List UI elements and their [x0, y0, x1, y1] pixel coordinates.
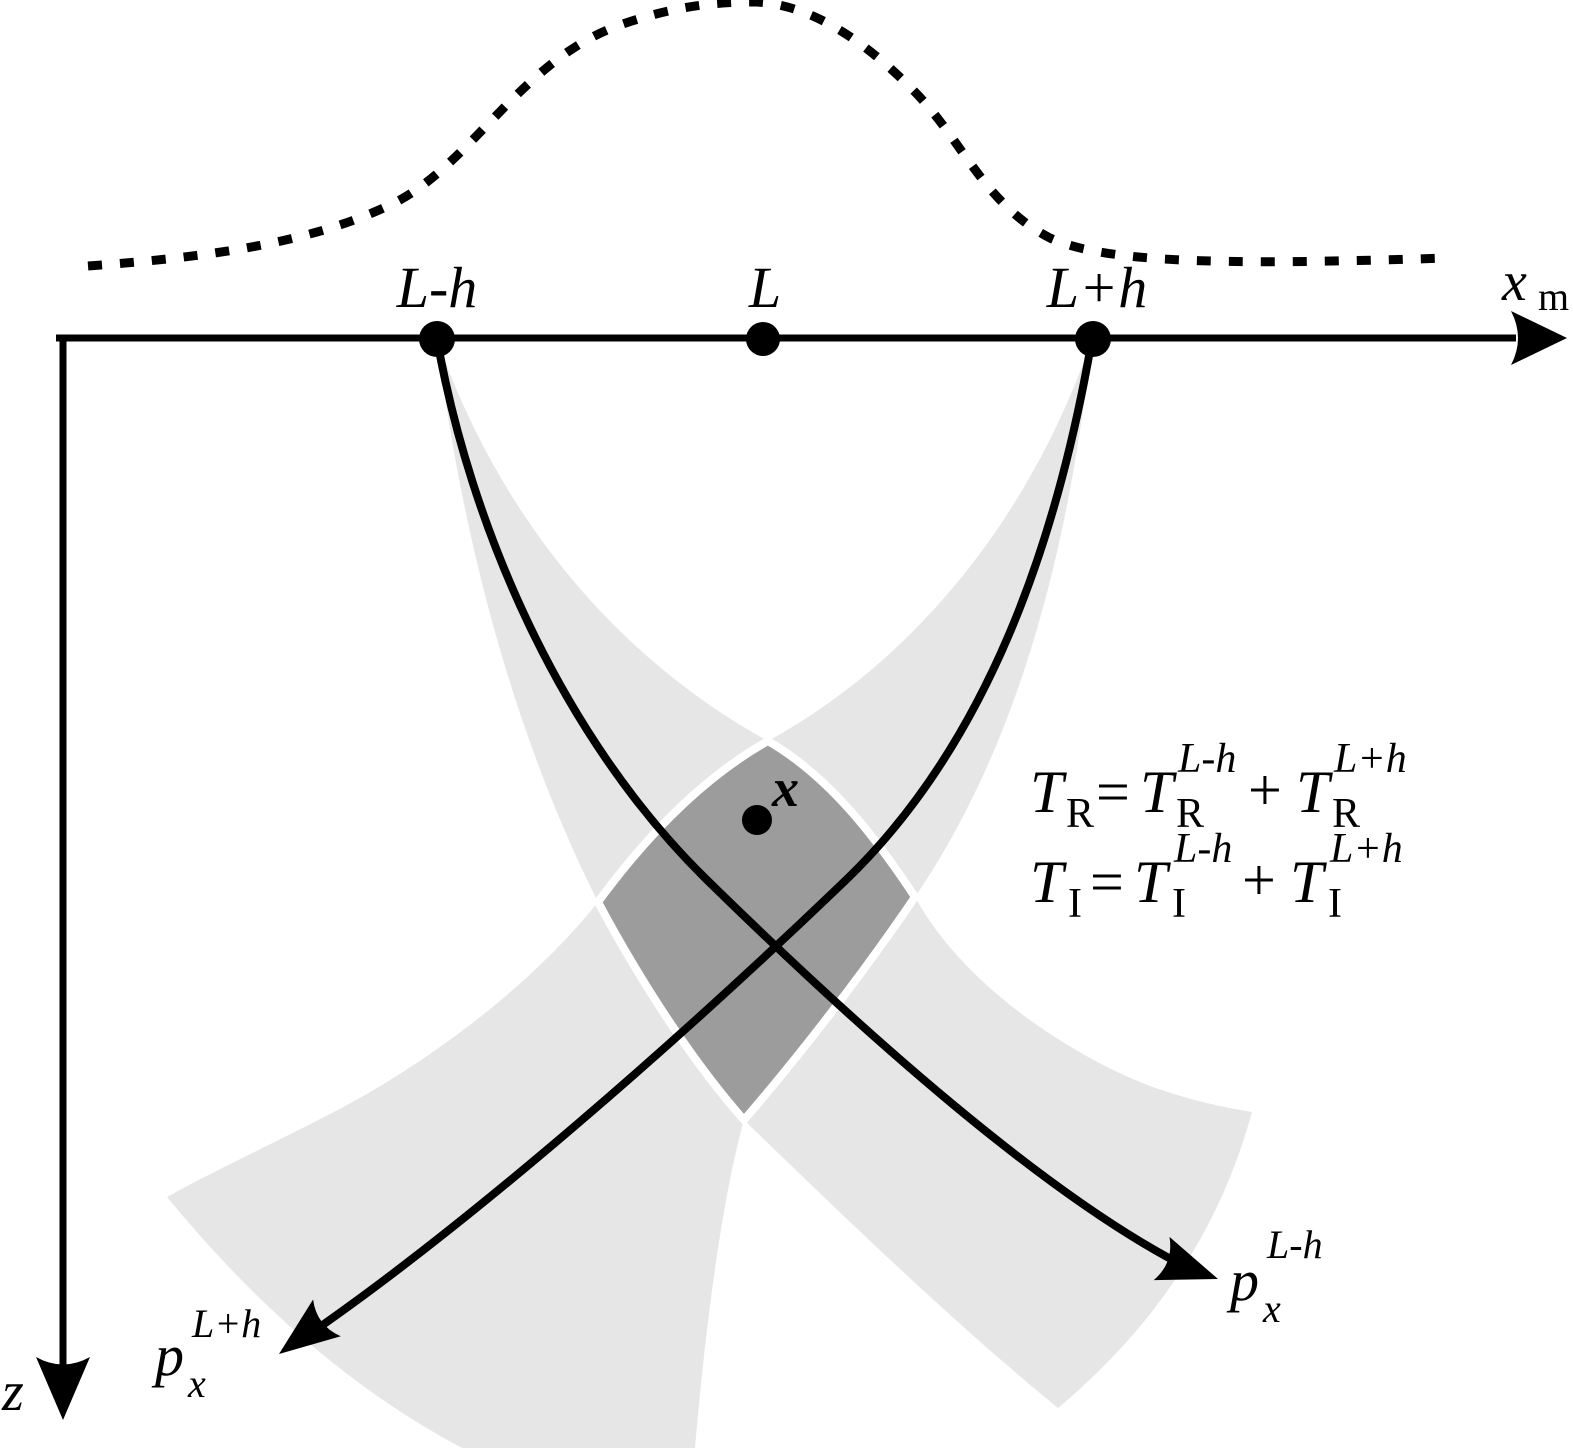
- label-L: L: [748, 255, 781, 320]
- image-point-dot: [742, 805, 772, 835]
- ray-from-L-minus-h: [433, 338, 1194, 1274]
- ray-label-px-L-minus-h: p xL-h: [1226, 1222, 1323, 1331]
- ray-arrowhead-L-plus-h-icon: [279, 1299, 341, 1354]
- label-L-plus-h: L+h: [1046, 255, 1147, 320]
- equation-traveltime-imaginary: T I = T IL-h + T IL+h: [1030, 826, 1403, 927]
- label-L-minus-h: L-h: [396, 255, 478, 320]
- equation-traveltime-real: TR= TRL-h + TRL+h: [1030, 736, 1407, 837]
- z-axis-arrowhead-icon: [36, 1357, 90, 1420]
- z-axis-label: z: [1, 1361, 24, 1423]
- image-point-label: x: [771, 758, 799, 818]
- x-axis-arrowhead-icon: [1511, 311, 1567, 365]
- ray-label-px-L-plus-h: p xL+h: [151, 1301, 261, 1406]
- surface-point-L-plus-h-dot: [1075, 321, 1111, 357]
- surface-point-L-dot: [746, 322, 780, 356]
- surface-point-L-minus-h-dot: [419, 321, 455, 357]
- ray-arrowhead-L-minus-h-icon: [1153, 1236, 1218, 1281]
- ray-from-L-plus-h: [295, 338, 1096, 1346]
- amplitude-taper-curve: [87, 0, 1448, 271]
